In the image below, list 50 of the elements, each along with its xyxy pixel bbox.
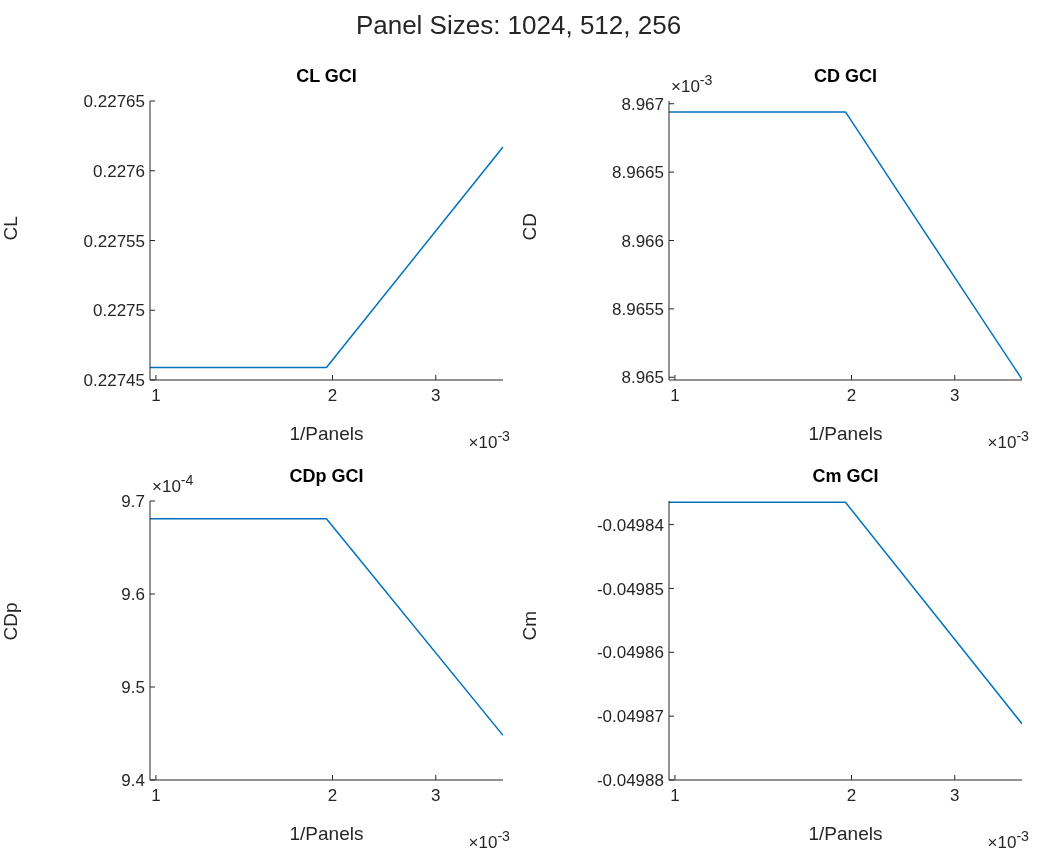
y-axis-title: CD	[518, 213, 540, 241]
y-tick-label: 8.9665	[612, 163, 664, 183]
text: ×10$^{-3}$	[671, 72, 713, 97]
x-axis-title: 1/Panels	[808, 823, 883, 844]
text: ×10$^{-3}$	[468, 428, 510, 453]
text: ×10$^{-3}$	[987, 428, 1029, 453]
chart-title: CL GCI	[295, 66, 358, 87]
x-tick-label: 3	[431, 786, 441, 806]
x-tick-label: 2	[327, 386, 338, 406]
text: Panel Sizes: 1024, 512, 256	[354, 10, 683, 41]
x-tick-label: 1	[151, 786, 161, 806]
x-tick-label: 1	[670, 386, 680, 406]
y-axis-title: CDp	[0, 602, 21, 641]
chart-title: CD GCI	[814, 66, 877, 86]
y-tick-label: 0.22765	[83, 92, 145, 112]
y-tick-label: 8.966	[621, 231, 664, 251]
y-tick-label: 9.7	[121, 492, 145, 512]
y-tick-label: 9.5	[121, 678, 145, 698]
y-tick-label: 8.9655	[612, 299, 664, 319]
x-tick-label: 3	[950, 386, 960, 406]
text: ×10$^{-4}$	[152, 472, 194, 497]
chart-title: Cm GCI	[811, 466, 880, 487]
y-tick-label: 0.22745	[83, 371, 145, 391]
x-axis-title: 1/Panels	[289, 823, 364, 844]
y-tick-label: -0.04986	[596, 643, 664, 663]
x-tick-label: 3	[950, 786, 960, 806]
y-tick-label: 8.965	[621, 368, 664, 388]
text: ×10$^{-3}$	[987, 828, 1029, 853]
y-tick-label: 0.2276	[93, 161, 145, 181]
x-tick-label: 2	[846, 386, 857, 406]
text: ×10$^{-3}$	[468, 828, 510, 853]
y-tick-label: 9.6	[121, 585, 145, 605]
y-tick-label: -0.04988	[596, 771, 664, 791]
x-tick-label: 2	[846, 786, 857, 806]
x-tick-label: 3	[431, 386, 441, 406]
y-tick-label: 8.967	[621, 94, 664, 114]
chart-title: CDp GCI	[289, 466, 364, 486]
x-axis-title: 1/Panels	[808, 423, 883, 444]
x-tick-label: 2	[327, 786, 338, 806]
y-tick-label: -0.04984	[596, 515, 664, 535]
y-axis-title: CL	[0, 216, 21, 241]
x-tick-label: 1	[151, 386, 161, 406]
y-tick-label: 0.22755	[83, 231, 145, 251]
x-tick-label: 1	[670, 786, 680, 806]
y-tick-label: 9.4	[121, 771, 145, 791]
y-axis-title: Cm	[518, 610, 540, 641]
y-tick-label: -0.04985	[596, 579, 664, 599]
y-tick-label: 0.2275	[93, 301, 145, 321]
y-tick-label: -0.04987	[596, 707, 664, 727]
x-axis-title: 1/Panels	[289, 423, 364, 444]
